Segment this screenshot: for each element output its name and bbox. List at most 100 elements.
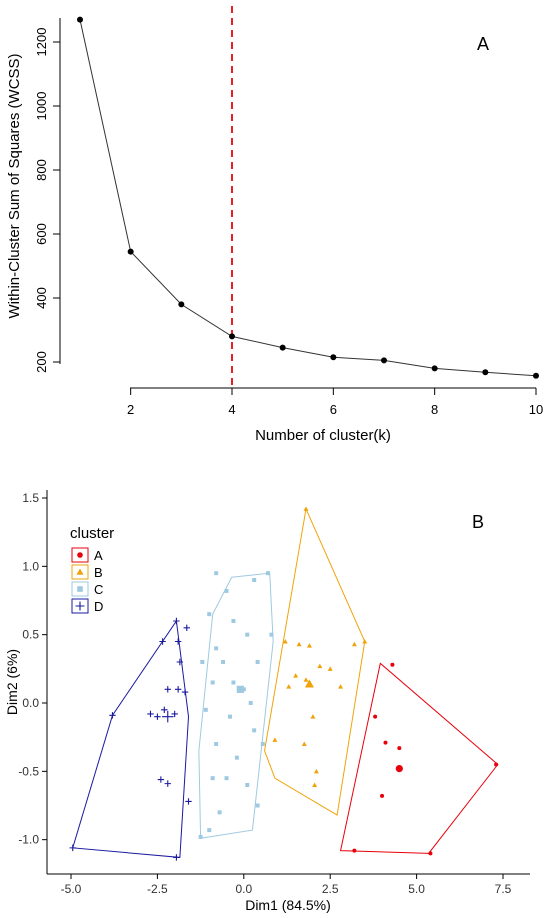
legend-item-d: D [71, 598, 103, 614]
cluster-point [303, 677, 309, 682]
elbow-plot-area [77, 6, 539, 388]
cluster-point [352, 848, 357, 853]
legend-item-c: C [71, 581, 103, 597]
cluster-point [248, 701, 253, 705]
cluster-point [494, 762, 499, 767]
cluster-point [260, 742, 265, 746]
cluster-point [231, 619, 236, 623]
cluster-point [224, 588, 229, 593]
wcss-point [431, 365, 438, 372]
cluster-point [255, 803, 260, 808]
legend-label: B [94, 565, 103, 580]
x-tick-label: 8 [431, 402, 438, 417]
wcss-point [533, 372, 539, 379]
cluster-point [207, 612, 212, 617]
elbow-y-ticks: 200 400 600 800 1000 1200 [34, 28, 60, 373]
x-tick-label: 2.5 [322, 882, 339, 896]
legend-label: A [94, 548, 103, 563]
wcss-point [127, 248, 134, 255]
legend-title: cluster [70, 525, 114, 542]
cluster-point [252, 728, 257, 733]
legend-item-b: B [71, 564, 103, 580]
cluster-point [310, 714, 316, 719]
legend-marker [77, 552, 83, 558]
cluster-point [272, 737, 278, 742]
wcss-point [77, 16, 83, 23]
legend-marker [77, 586, 83, 592]
cluster-point [159, 638, 166, 645]
cluster-point [173, 854, 180, 861]
cluster-point [224, 776, 229, 781]
x-tick-label: 6 [330, 402, 337, 417]
legend-marker [75, 601, 85, 611]
cluster-point [221, 660, 226, 664]
cluster-point [255, 660, 260, 664]
y-tick-label: 0.0 [22, 696, 39, 710]
cluster-x-axis-label: Dim1 (84.5%) [245, 897, 331, 913]
cluster-point [174, 686, 182, 693]
cluster-point [317, 663, 323, 669]
x-tick-label: -2.5 [147, 882, 168, 896]
y-tick-label: -1.0 [18, 833, 39, 847]
cluster-hull [339, 662, 499, 854]
x-tick-label: 0.0 [235, 882, 252, 896]
cluster-point [183, 624, 190, 632]
elbow-x-axis-label: Number of cluster(k) [255, 427, 391, 444]
cluster-point [231, 680, 236, 685]
cluster-point [181, 688, 189, 696]
cluster-point [428, 851, 433, 856]
cluster-point [301, 741, 307, 746]
cluster-point [217, 810, 222, 815]
cluster-point [362, 639, 368, 644]
cluster-x-ticks: -5.0 -2.5 0.0 2.5 5.0 7.5 [61, 874, 512, 896]
cluster-point [390, 662, 395, 667]
wcss-line [79, 19, 537, 377]
cluster-point [327, 666, 333, 671]
cluster-point [207, 828, 212, 833]
y-tick-label: 600 [34, 223, 49, 245]
cluster-a [339, 662, 499, 856]
cluster-point [282, 639, 288, 644]
cluster-point [161, 706, 168, 714]
x-tick-label: 10 [529, 402, 543, 417]
legend-marker [76, 568, 84, 575]
cluster-point [214, 742, 219, 746]
cluster-centroid [162, 710, 174, 723]
cluster-point [203, 707, 208, 712]
cluster-point [293, 673, 299, 678]
cluster-point [214, 571, 219, 576]
y-tick-label: 1200 [34, 28, 49, 57]
cluster-centroid [395, 765, 403, 773]
cluster-point [164, 686, 171, 693]
cluster-c [198, 571, 274, 839]
wcss-point [229, 333, 235, 340]
cluster-point [397, 746, 402, 751]
cluster-point [174, 638, 182, 645]
cluster-d [69, 617, 192, 861]
wcss-point [279, 344, 286, 351]
cluster-point [269, 632, 274, 637]
y-tick-label: 200 [34, 351, 49, 373]
panel-a: 2 4 6 8 10 200 400 600 800 1000 1200 Number of cl… [6, 6, 543, 444]
cluster-point [154, 713, 161, 720]
legend-label: D [94, 599, 103, 614]
elbow-panel-label: A [477, 34, 489, 54]
cluster-point [265, 571, 270, 576]
x-tick-label: 7.5 [495, 882, 512, 896]
cluster-point [69, 844, 76, 852]
cluster-hull [264, 507, 366, 816]
cluster-point [313, 768, 319, 774]
cluster-hull [72, 619, 190, 858]
cluster-hull [198, 572, 274, 839]
y-tick-label: 400 [34, 287, 49, 309]
y-tick-label: 0.5 [22, 628, 39, 642]
cluster-point [185, 798, 192, 805]
wcss-point [482, 369, 489, 376]
elbow-x-ticks: 2 4 6 8 10 [127, 388, 543, 417]
y-tick-label: -0.5 [18, 764, 39, 778]
cluster-point [173, 617, 180, 625]
elbow-y-axis-label: Within-Cluster Sum of Squares (WCSS) [6, 53, 23, 318]
cluster-panel-label: B [472, 512, 484, 532]
